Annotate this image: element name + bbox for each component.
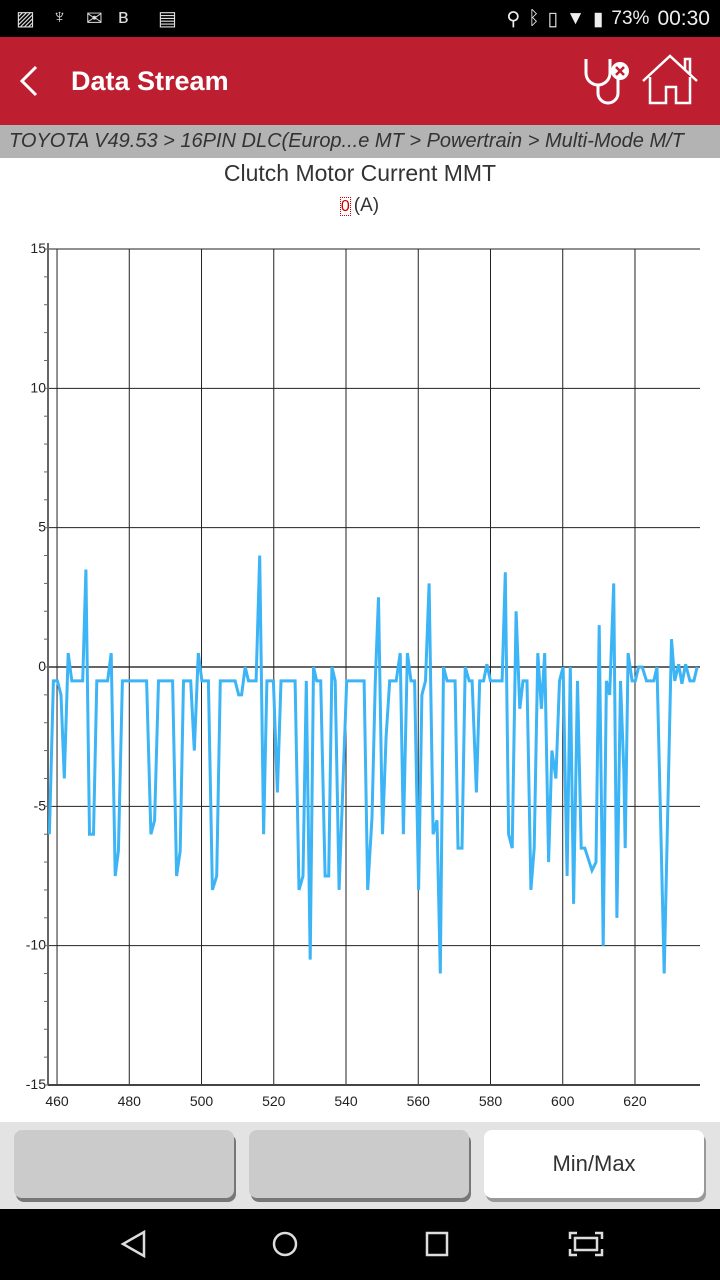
status-bar: ▨ ♆ ✉ ʙ ▤ ⚲ ᛒ ▯ ▼ ▮ 73% 00:30 xyxy=(0,0,720,37)
bottom-toolbar: Min/Max xyxy=(0,1122,720,1209)
chevron-left-icon xyxy=(19,65,38,97)
x-tick-label: 460 xyxy=(45,1093,69,1109)
y-tick-label: 15 xyxy=(30,240,46,256)
min-max-button[interactable]: Min/Max xyxy=(484,1130,704,1198)
screenshot-nav-icon[interactable] xyxy=(567,1229,605,1259)
back-button[interactable] xyxy=(12,59,46,103)
y-tick-label: -10 xyxy=(26,937,46,953)
navigation-bar xyxy=(0,1209,720,1280)
recents-nav-icon[interactable] xyxy=(423,1229,453,1259)
home-icon xyxy=(642,54,698,105)
empty-button-2[interactable] xyxy=(249,1130,469,1198)
wifi-icon: ▼ xyxy=(566,8,585,29)
y-tick-label: -15 xyxy=(26,1076,46,1092)
diagnose-button[interactable] xyxy=(580,53,634,112)
bluetooth-icon: ʙ xyxy=(118,6,129,28)
y-tick-label: -5 xyxy=(34,797,47,813)
gmail-icon: ✉ xyxy=(86,8,103,30)
app-bar: Data Stream xyxy=(0,37,720,125)
x-tick-label: 500 xyxy=(190,1093,214,1109)
sd-card-icon: ▤ xyxy=(158,8,177,30)
x-tick-label: 520 xyxy=(262,1093,286,1109)
x-tick-label: 600 xyxy=(551,1093,575,1109)
clock: 00:30 xyxy=(657,7,710,30)
stethoscope-icon: ♆ xyxy=(52,6,67,28)
empty-button-1[interactable] xyxy=(14,1130,234,1198)
bluetooth-icon: ᛒ xyxy=(528,8,540,29)
home-nav-icon[interactable] xyxy=(270,1229,300,1259)
chart-title: Clutch Motor Current MMT xyxy=(223,160,497,186)
battery-percent: 73% xyxy=(611,8,650,29)
unit-label: (A) xyxy=(353,195,380,216)
x-tick-label: 620 xyxy=(623,1093,647,1109)
line-chart: -15 -10 -5 0 5 10 15 460 480 500 520 540 560 580 600 62… xyxy=(26,240,700,1109)
back-nav-icon[interactable] xyxy=(118,1229,148,1259)
y-tick-label: 10 xyxy=(30,379,46,395)
y-tick-label: 0 xyxy=(38,658,46,674)
x-tick-label: 540 xyxy=(334,1093,358,1109)
x-tick-label: 580 xyxy=(479,1093,503,1109)
location-icon: ⚲ xyxy=(506,8,521,30)
current-value: 0 (A) xyxy=(0,195,720,217)
series-line xyxy=(47,555,699,974)
home-button[interactable] xyxy=(640,51,700,112)
page-title: Data Stream xyxy=(71,66,229,96)
x-tick-label: 480 xyxy=(118,1093,142,1109)
stethoscope-icon xyxy=(584,59,629,105)
y-tick-label: 5 xyxy=(38,519,46,535)
vibrate-icon: ▯ xyxy=(547,8,559,30)
battery-icon: ▮ xyxy=(592,8,604,30)
x-tick-label: 560 xyxy=(407,1093,431,1109)
value-readout: 0 xyxy=(339,197,351,216)
breadcrumb: TOYOTA V49.53 > 16PIN DLC(Europ...e MT >… xyxy=(0,125,720,158)
gallery-icon: ▨ xyxy=(16,8,35,30)
